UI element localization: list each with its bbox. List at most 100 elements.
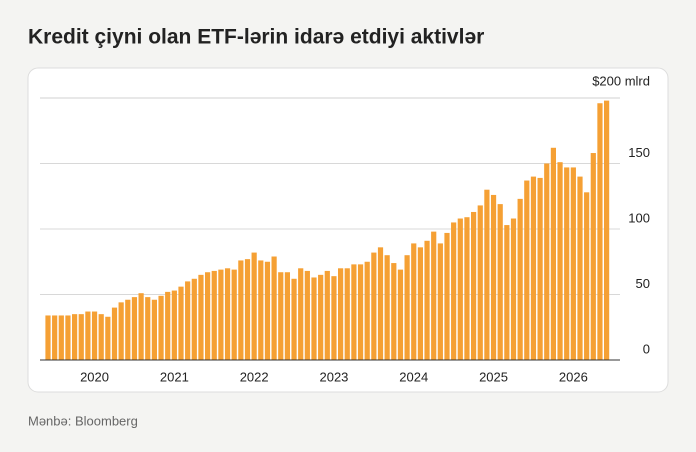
bar (211, 270, 217, 360)
x-tick-label: 2021 (160, 369, 189, 384)
bar (178, 286, 184, 360)
bar (391, 263, 397, 360)
bar (557, 162, 563, 360)
bar (371, 252, 377, 360)
x-tick-label: 2022 (240, 369, 269, 384)
y-tick-label: 150 (628, 145, 650, 160)
y-tick-label: 0 (643, 341, 650, 356)
x-tick-label: 2026 (559, 369, 588, 384)
bar (451, 222, 457, 360)
bar (584, 192, 590, 360)
bar (58, 315, 64, 360)
bar (311, 277, 317, 360)
bar (544, 163, 550, 360)
bar (78, 314, 84, 360)
bar (284, 272, 290, 360)
bar (304, 270, 310, 360)
bar (404, 255, 410, 360)
bar (258, 260, 264, 360)
bar (158, 295, 164, 360)
bar (271, 256, 277, 360)
bar (98, 314, 104, 360)
bar (231, 269, 237, 360)
bar (384, 255, 390, 360)
bar (397, 269, 404, 360)
bar (131, 297, 138, 360)
bar (218, 269, 224, 360)
bar (570, 167, 576, 360)
bar (118, 302, 124, 360)
bar (577, 176, 583, 360)
y-tick-label: $200 mlrd (592, 73, 650, 88)
bar (457, 218, 463, 360)
bar (145, 297, 151, 360)
bar (244, 259, 251, 360)
y-tick-label: 100 (628, 210, 650, 225)
bar (524, 180, 530, 360)
x-tick-label: 2023 (319, 369, 348, 384)
bar (464, 217, 470, 360)
bar (298, 268, 304, 360)
bar (191, 278, 197, 360)
bar (550, 147, 556, 360)
bar (377, 247, 384, 360)
bar (331, 276, 337, 360)
bar (198, 274, 204, 360)
x-tick-label: 2024 (399, 369, 428, 384)
bar (411, 243, 417, 360)
bar (224, 268, 231, 360)
bar (424, 240, 430, 360)
bar (105, 316, 111, 360)
bar (52, 315, 58, 360)
bar (477, 205, 483, 360)
bar (590, 153, 596, 360)
chart-title: Kredit çiyni olan ETF-lərin idarə etdiyi… (28, 26, 484, 49)
y-tick-label: 50 (636, 276, 650, 291)
bar (537, 177, 543, 360)
bar (165, 291, 171, 360)
bar (111, 307, 118, 360)
bar (517, 198, 523, 360)
bar (351, 264, 357, 360)
bar (185, 281, 191, 360)
bar (45, 315, 51, 360)
bar (484, 189, 490, 360)
bar (444, 232, 450, 360)
bar (251, 252, 257, 360)
bar (324, 270, 330, 360)
bar (564, 167, 570, 360)
bar (510, 218, 517, 360)
bar (264, 261, 271, 360)
bar (171, 290, 177, 360)
bar (291, 278, 297, 360)
bar (65, 315, 71, 360)
bar (238, 260, 244, 360)
bar (151, 299, 157, 360)
bar (437, 243, 443, 360)
bar (497, 204, 503, 360)
bar (364, 261, 370, 360)
bar (318, 274, 324, 360)
bar (597, 103, 603, 361)
bar (530, 176, 537, 360)
bar (431, 231, 437, 360)
bar (278, 272, 284, 360)
bar (490, 194, 497, 360)
bar (125, 299, 131, 360)
bar (357, 264, 364, 360)
bar (205, 272, 211, 360)
bar (504, 225, 510, 360)
source: Mənbə: Bloomberg (28, 413, 138, 428)
bar (85, 311, 91, 360)
x-tick-label: 2025 (479, 369, 508, 384)
bar (338, 268, 344, 360)
bar (471, 211, 477, 360)
bar (91, 311, 98, 360)
x-tick-label: 2020 (80, 369, 109, 384)
bar (417, 247, 423, 360)
bar (344, 268, 350, 360)
bar (604, 100, 610, 361)
bar (72, 314, 78, 360)
